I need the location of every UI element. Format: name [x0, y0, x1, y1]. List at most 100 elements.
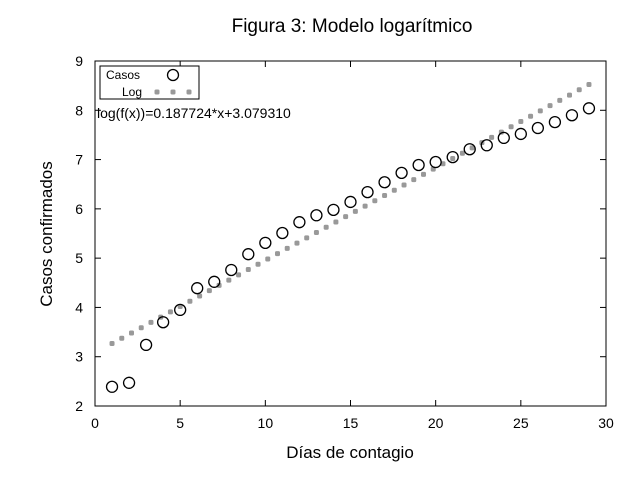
legend-log-dot — [170, 89, 176, 95]
y-tick-label: 2 — [75, 398, 83, 414]
log-point — [304, 235, 310, 241]
log-point — [421, 171, 426, 177]
casos-point — [156, 316, 170, 329]
log-point — [119, 335, 125, 341]
y-tick-label: 4 — [75, 299, 83, 315]
log-point — [275, 251, 280, 257]
log-point — [586, 81, 592, 87]
log-point — [148, 319, 154, 325]
legend-label-casos: Casos — [106, 68, 140, 82]
log-point — [129, 330, 134, 336]
log-point — [343, 214, 349, 220]
log-point — [236, 272, 242, 278]
casos-point — [582, 102, 596, 115]
y-tick-label: 3 — [75, 349, 83, 365]
log-point — [391, 187, 397, 193]
casos-point — [122, 376, 136, 389]
log-point — [450, 156, 456, 162]
legend-label-log: Log — [122, 85, 142, 99]
casos-point — [242, 248, 255, 261]
log-point — [557, 97, 563, 103]
casos-point — [105, 380, 119, 393]
casos-point — [412, 158, 425, 172]
axis-ticks: 0 5 10 15 20 25 30 2 3 4 5 6 7 8 9 — [75, 53, 614, 431]
casos-point — [565, 109, 579, 122]
casos-point — [327, 203, 340, 216]
log-point — [245, 267, 251, 273]
log-point — [138, 325, 144, 331]
casos-point — [395, 166, 408, 180]
legend-log-dot — [154, 89, 160, 95]
casos-point — [139, 338, 153, 352]
casos-point — [378, 176, 391, 189]
log-point — [411, 177, 417, 183]
x-tick-label: 15 — [343, 415, 359, 431]
casos-point — [514, 127, 527, 141]
casos-point — [480, 139, 493, 152]
log-point — [469, 145, 475, 151]
log-point — [167, 309, 173, 315]
casos-point — [429, 155, 442, 169]
log-point — [508, 124, 514, 130]
log-point — [567, 92, 572, 98]
x-tick-label: 25 — [513, 415, 529, 431]
y-tick-label: 7 — [75, 152, 83, 168]
casos-point — [208, 275, 221, 288]
x-axis-label: Días de contagio — [286, 443, 414, 462]
x-tick-label: 0 — [91, 415, 99, 431]
casos-point — [361, 185, 374, 199]
casos-point — [344, 195, 357, 209]
log-point — [197, 293, 203, 299]
x-tick-label: 10 — [258, 415, 274, 431]
log-point — [284, 245, 290, 251]
casos-point — [310, 209, 323, 222]
casos-point — [497, 131, 510, 145]
log-point — [459, 150, 465, 156]
log-point — [323, 224, 329, 230]
casos-point — [225, 263, 238, 277]
y-tick-label: 8 — [75, 102, 83, 118]
y-axis-label: Casos confirmados — [37, 161, 56, 307]
legend-marker-log — [154, 89, 192, 95]
log-point — [333, 219, 339, 225]
log-point — [255, 261, 261, 267]
log-point — [518, 119, 524, 125]
log-point — [528, 113, 534, 119]
y-tick-label: 6 — [75, 201, 83, 217]
log-point — [206, 288, 212, 294]
casos-point — [276, 226, 289, 240]
casos-point — [293, 216, 306, 229]
log-point — [294, 240, 300, 246]
casos-point — [463, 143, 476, 156]
log-point — [226, 277, 232, 283]
log-point — [372, 198, 378, 204]
legend-box — [99, 65, 200, 100]
log-point — [187, 298, 193, 304]
y-tick-label: 9 — [75, 53, 83, 69]
fit-annotation: log(f(x))=0.187724*x+3.079310 — [97, 105, 291, 121]
casos-point — [191, 282, 204, 295]
legend: Casos Log — [99, 65, 200, 100]
log-point — [352, 208, 358, 214]
log-point — [537, 108, 543, 114]
log-point — [576, 87, 582, 93]
log-point — [177, 304, 183, 310]
legend-marker-casos — [166, 68, 180, 82]
casos-point — [259, 236, 272, 250]
y-tick-label: 5 — [75, 250, 83, 266]
log-point — [313, 230, 319, 236]
log-point — [547, 103, 553, 109]
log-point — [109, 341, 115, 347]
data-marks — [105, 81, 596, 393]
casos-point — [174, 303, 187, 317]
x-tick-label: 30 — [598, 415, 614, 431]
x-tick-label: 20 — [428, 415, 444, 431]
legend-log-dot — [186, 89, 192, 95]
x-tick-label: 5 — [176, 415, 184, 431]
log-point — [401, 182, 407, 188]
log-point — [362, 203, 368, 209]
log-point — [265, 256, 271, 262]
log-point — [489, 134, 495, 140]
chart-title: Figura 3: Modelo logarítmico — [232, 16, 473, 37]
